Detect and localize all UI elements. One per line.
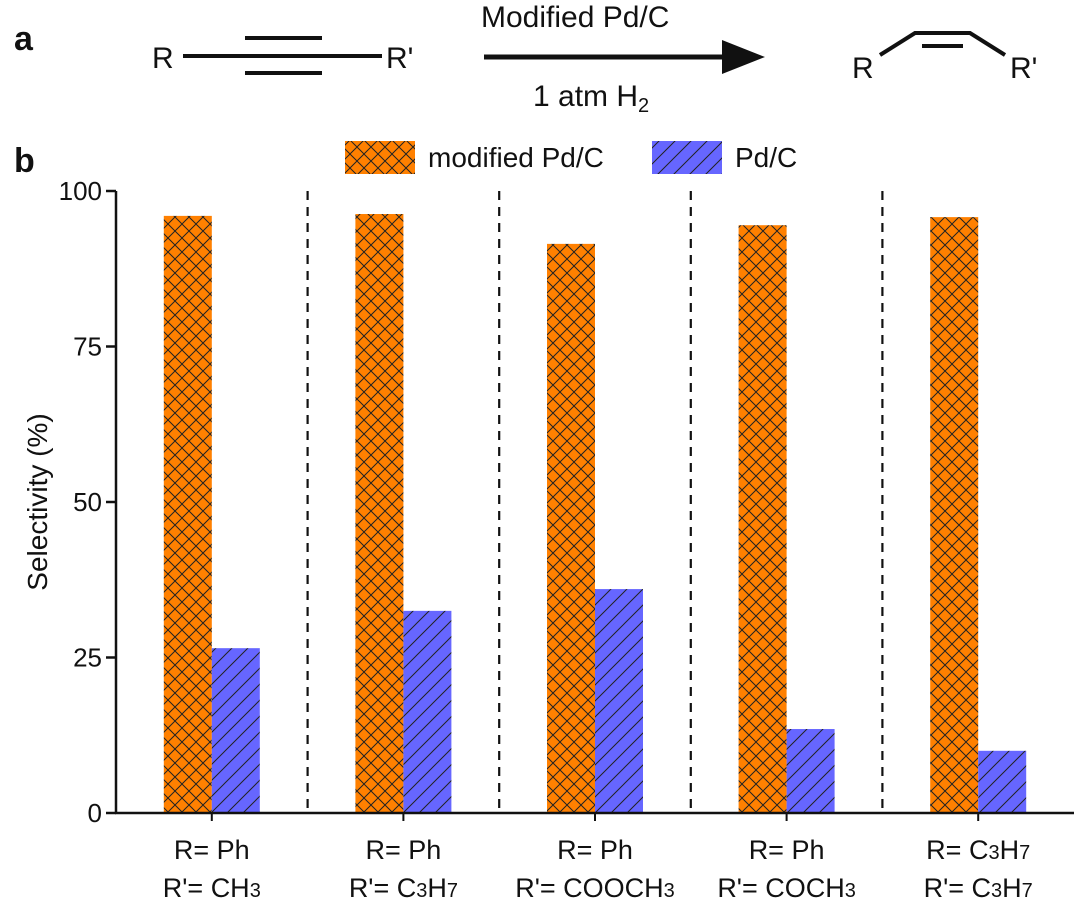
y-tick-label: 75: [73, 332, 102, 362]
bar-pdc-4: [786, 729, 835, 813]
bar-modified-pdc-5: [930, 217, 979, 813]
plot-area: 0 25 50 75 100 R= Ph R'= CH3 R= Ph R'= C3H7 R= Ph…: [59, 176, 1074, 903]
category-label-line2: R'= C3H7: [349, 873, 458, 903]
category-label-line2: R'= CH3: [163, 873, 261, 903]
reactant-r-prime: R': [386, 42, 413, 75]
y-tick-label: 25: [73, 643, 102, 673]
y-tick-label: 50: [73, 487, 102, 517]
bar-pdc-3: [595, 589, 643, 813]
conditions-bottom: 1 atm H2: [533, 80, 649, 117]
category-label-line2: R'= C3H7: [924, 873, 1033, 903]
bar-modified-pdc-2: [355, 214, 404, 813]
panel-a-label: a: [14, 20, 34, 58]
product-r-prime: R': [1010, 52, 1037, 85]
reaction-scheme: a R R' Modified Pd/C 1 atm H2 R R': [14, 1, 1037, 117]
bar-modified-pdc-4: [738, 225, 787, 813]
category-label-line1: R= Ph: [557, 835, 633, 865]
category-label-line1: R= Ph: [749, 835, 825, 865]
y-tick-label: 0: [88, 798, 102, 828]
legend-label-modified: modified Pd/C: [428, 142, 604, 173]
bar-pdc-2: [403, 610, 452, 813]
category-label-line2: R'= COOCH3: [515, 873, 675, 903]
reactant-r: R: [152, 42, 174, 75]
legend-label-pdc: Pd/C: [735, 142, 797, 173]
legend-swatch-modified: [345, 141, 415, 174]
y-axis-title: Selectivity (%): [22, 413, 53, 590]
conditions-top: Modified Pd/C: [481, 1, 669, 34]
legend: modified Pd/C Pd/C: [345, 141, 797, 174]
bar-modified-pdc-3: [547, 243, 595, 813]
category-label-line2: R'= COCH3: [717, 873, 856, 903]
reaction-arrow: [484, 40, 765, 74]
bar-modified-pdc-1: [163, 215, 212, 813]
cis-alkene: [878, 31, 1007, 57]
category-label-line1: R= Ph: [174, 835, 250, 865]
category-label-line1: R= C3H7: [926, 835, 1030, 865]
legend-swatch-pdc: [652, 141, 722, 174]
bar-pdc-1: [211, 648, 260, 813]
panel-b-label: b: [14, 142, 35, 180]
category-label-line1: R= Ph: [366, 835, 442, 865]
triple-bond: [183, 36, 382, 75]
y-tick-label: 100: [59, 176, 102, 206]
bar-pdc-5: [978, 750, 1027, 813]
product-r: R: [852, 52, 874, 85]
